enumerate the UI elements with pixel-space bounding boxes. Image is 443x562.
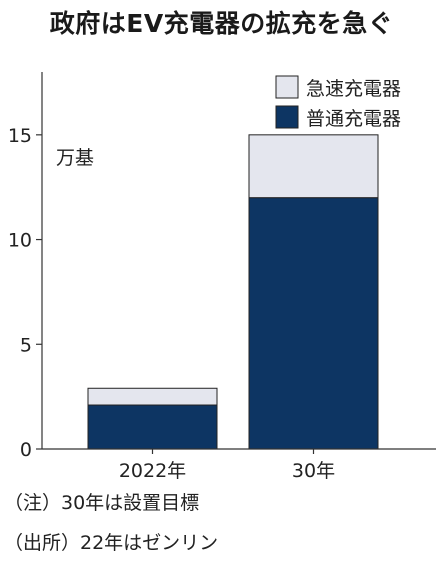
x-tick-label: 2022年 <box>119 460 186 482</box>
y-tick-label: 5 <box>20 334 32 356</box>
y-tick-label: 0 <box>20 439 32 461</box>
legend-swatch <box>275 105 299 129</box>
legend-swatch <box>275 75 299 99</box>
footnote-source: （出所）22年はゼンリン <box>4 532 219 554</box>
legend-label: 普通充電器 <box>306 108 401 130</box>
bar-segment-fast <box>87 387 218 406</box>
bar-segment-normal <box>87 404 218 450</box>
chart-title: 政府はEV充電器の拡充を急ぐ <box>49 9 394 38</box>
bar-segment-fast <box>248 134 379 199</box>
x-tick-label: 30年 <box>292 460 335 482</box>
legend-label: 急速充電器 <box>306 78 401 100</box>
unit-label: 万基 <box>56 147 94 169</box>
y-tick-label: 10 <box>8 230 32 252</box>
y-tick-label: 15 <box>8 125 32 147</box>
bar-segment-normal <box>248 197 379 450</box>
footnote-note: （注）30年は設置目標 <box>4 492 200 514</box>
